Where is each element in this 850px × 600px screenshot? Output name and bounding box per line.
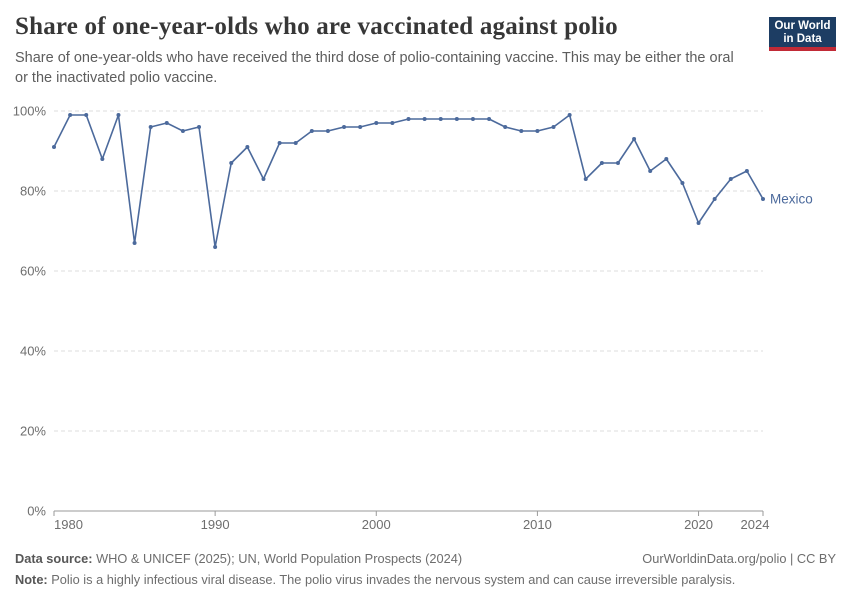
footer-source-row: Data source: WHO & UNICEF (2025); UN, Wo…	[15, 548, 836, 569]
data-point	[583, 177, 588, 181]
page-title: Share of one-year-olds who are vaccinate…	[15, 13, 618, 40]
data-point	[648, 169, 653, 173]
x-axis-tick-label: 2000	[362, 517, 391, 532]
data-point	[197, 125, 202, 129]
data-point	[374, 121, 379, 125]
data-line	[53, 114, 764, 248]
data-point	[309, 129, 314, 133]
data-point	[180, 129, 185, 133]
data-point	[728, 177, 733, 181]
x-axis-tick-label: 2020	[684, 517, 713, 532]
data-point	[52, 145, 56, 149]
data-source-value: WHO & UNICEF (2025); UN, World Populatio…	[92, 551, 463, 566]
data-point	[696, 221, 701, 225]
data-source-label: Data source:	[15, 551, 93, 566]
data-point	[245, 145, 250, 149]
data-point	[454, 117, 459, 121]
data-point	[68, 113, 73, 117]
footer-note-row: Note: Polio is a highly infectious viral…	[15, 569, 836, 590]
license-link[interactable]: OurWorldinData.org/polio | CC BY	[642, 551, 836, 566]
owid-logo-line2: in Data	[783, 33, 822, 45]
data-point	[487, 117, 492, 121]
note-label: Note:	[15, 572, 48, 587]
data-point	[503, 125, 508, 129]
data-point	[761, 197, 765, 201]
data-point	[277, 141, 282, 145]
y-axis-tick-label: 80%	[20, 184, 46, 199]
data-point	[615, 161, 620, 165]
data-point	[680, 181, 685, 185]
y-axis-tick-label: 100%	[13, 104, 47, 119]
data-point	[406, 117, 411, 121]
y-axis-tick-label: 60%	[20, 264, 46, 279]
data-point	[535, 129, 540, 133]
data-point	[293, 141, 298, 145]
data-point	[116, 113, 121, 117]
data-point	[261, 177, 266, 181]
owid-logo-line1: Our World	[774, 19, 831, 32]
data-point	[438, 117, 443, 121]
chart-header: Share of one-year-olds who are vaccinate…	[15, 13, 755, 88]
data-point	[422, 117, 427, 121]
x-axis-tick-label: 1980	[54, 517, 83, 532]
data-point	[148, 125, 153, 129]
owid-logo[interactable]: Our World in Data	[769, 17, 836, 51]
y-axis-tick-label: 20%	[20, 424, 46, 439]
y-axis-tick-label: 40%	[20, 344, 46, 359]
data-point	[390, 121, 395, 125]
data-point	[358, 125, 363, 129]
data-point	[100, 157, 105, 161]
data-point	[519, 129, 524, 133]
data-point	[229, 161, 234, 165]
data-point	[84, 113, 89, 117]
chart-footer: Data source: WHO & UNICEF (2025); UN, Wo…	[15, 548, 836, 590]
data-point	[567, 113, 572, 117]
x-axis-tick-label: 2010	[523, 517, 552, 532]
chart-subtitle: Share of one-year-olds who have received…	[15, 50, 734, 86]
note-value: Polio is a highly infectious viral disea…	[47, 572, 736, 587]
data-point	[213, 245, 218, 249]
data-point	[712, 197, 717, 201]
x-axis-tick-label: 1990	[201, 517, 230, 532]
data-point	[132, 241, 137, 245]
data-point	[599, 161, 604, 165]
data-point	[744, 169, 749, 173]
data-point	[342, 125, 347, 129]
data-point	[470, 117, 475, 121]
data-source-text: Data source: WHO & UNICEF (2025); UN, Wo…	[15, 548, 462, 569]
entity-label[interactable]: Mexico	[770, 192, 813, 207]
data-point	[632, 137, 637, 141]
x-axis-tick-label: 2024	[741, 517, 770, 532]
data-point	[164, 121, 169, 125]
data-point	[664, 157, 669, 161]
data-point	[551, 125, 556, 129]
y-axis-tick-label: 0%	[27, 504, 46, 519]
data-point	[325, 129, 330, 133]
